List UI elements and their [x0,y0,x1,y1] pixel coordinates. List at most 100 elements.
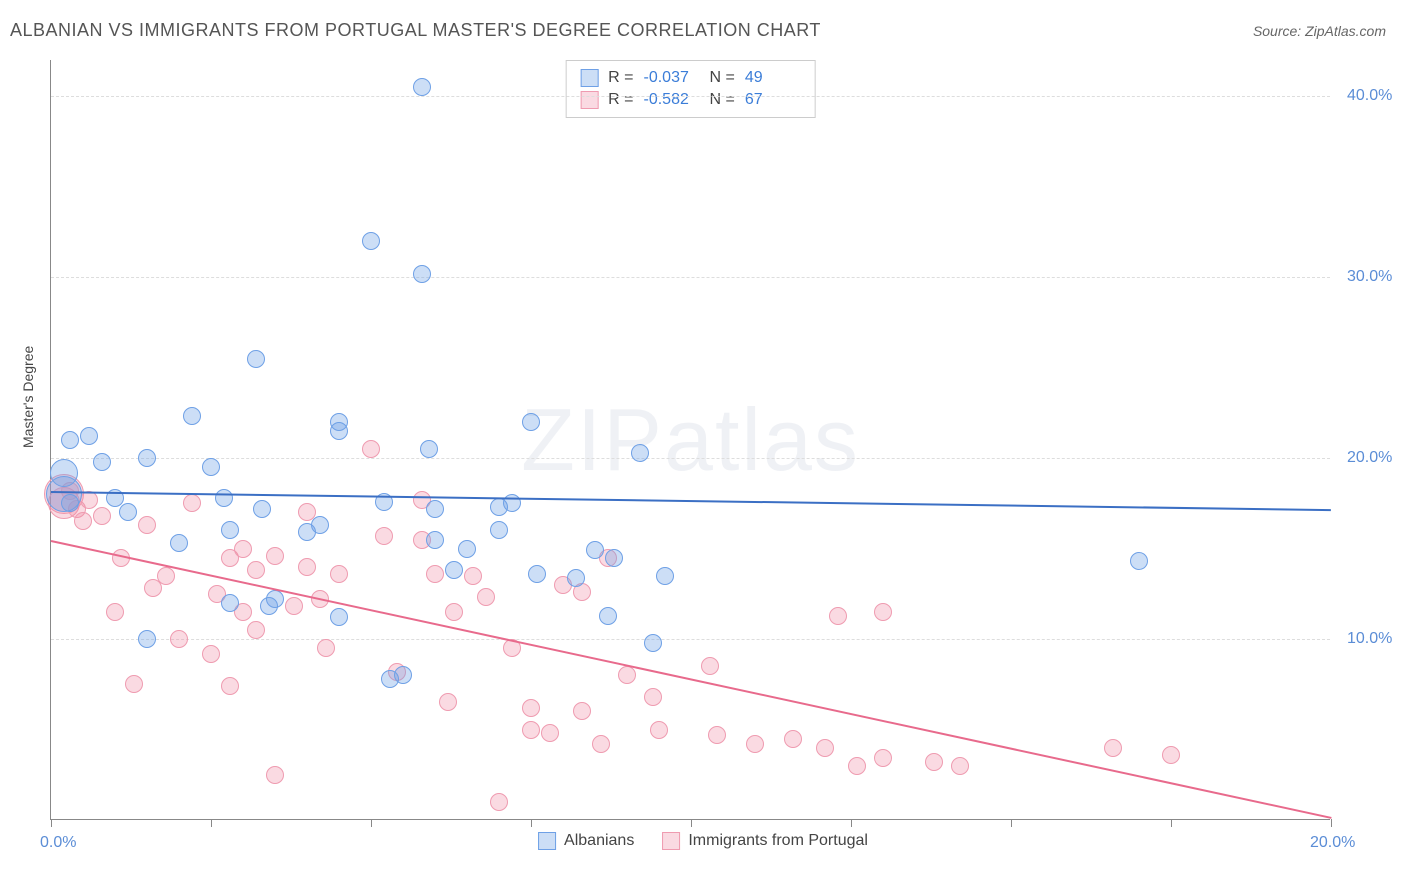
x-tick [531,819,532,827]
stats-row-albanians: R = -0.037 N = 49 [580,67,801,89]
r-label: R = [608,91,633,109]
data-point-albanians [420,440,438,458]
data-point-albanians [330,608,348,626]
data-point-portugal [925,753,943,771]
r-label: R = [608,69,633,87]
swatch-albanians [580,69,598,87]
chart-title: ALBANIAN VS IMMIGRANTS FROM PORTUGAL MAS… [10,20,821,41]
data-point-portugal [708,726,726,744]
data-point-portugal [644,688,662,706]
data-point-portugal [234,540,252,558]
legend-label-portugal: Immigrants from Portugal [688,832,868,850]
data-point-portugal [541,724,559,742]
gridline [51,277,1330,278]
data-point-portugal [1104,739,1122,757]
data-point-portugal [618,666,636,684]
data-point-portugal [247,561,265,579]
data-point-portugal [746,735,764,753]
data-point-albanians [170,534,188,552]
data-point-albanians [490,521,508,539]
data-point-albanians [221,594,239,612]
data-point-albanians [93,453,111,471]
legend-item-portugal: Immigrants from Portugal [662,832,868,850]
n-value-albanians: 49 [745,69,801,87]
data-point-portugal [477,588,495,606]
data-point-portugal [247,621,265,639]
data-point-portugal [106,603,124,621]
data-point-albanians [445,561,463,579]
data-point-albanians [394,666,412,684]
watermark-a: ZIP [521,390,664,489]
data-point-portugal [170,630,188,648]
data-point-albanians [644,634,662,652]
watermark-b: atlas [664,390,860,489]
data-point-portugal [138,516,156,534]
y-tick-label: 40.0% [1347,87,1392,105]
data-point-portugal [183,494,201,512]
data-point-albanians [61,494,79,512]
data-point-albanians [215,489,233,507]
data-point-albanians [631,444,649,462]
n-label: N = [710,69,735,87]
data-point-albanians [458,540,476,558]
title-bar: ALBANIAN VS IMMIGRANTS FROM PORTUGAL MAS… [10,20,1386,41]
data-point-portugal [573,702,591,720]
data-point-portugal [298,558,316,576]
data-point-albanians [656,567,674,585]
data-point-portugal [592,735,610,753]
y-tick-label: 10.0% [1347,630,1392,648]
data-point-albanians [183,407,201,425]
data-point-portugal [221,677,239,695]
x-tick [1011,819,1012,827]
data-point-albanians [586,541,604,559]
data-point-albanians [247,350,265,368]
data-point-albanians [413,265,431,283]
y-axis-title: Master's Degree [20,346,36,448]
data-point-portugal [125,675,143,693]
data-point-albanians [426,500,444,518]
data-point-albanians [119,503,137,521]
data-point-albanians [1130,552,1148,570]
data-point-portugal [874,603,892,621]
data-point-portugal [490,793,508,811]
data-point-albanians [605,549,623,567]
data-point-portugal [829,607,847,625]
data-point-portugal [202,645,220,663]
data-point-albanians [599,607,617,625]
data-point-portugal [157,567,175,585]
x-tick [851,819,852,827]
data-point-portugal [701,657,719,675]
data-point-albanians [528,565,546,583]
legend-label-albanians: Albanians [564,832,634,850]
data-point-albanians [413,78,431,96]
data-point-portugal [951,757,969,775]
data-point-portugal [522,699,540,717]
data-point-albanians [567,569,585,587]
data-point-portugal [1162,746,1180,764]
data-point-portugal [375,527,393,545]
swatch-portugal [580,91,598,109]
data-point-albanians [426,531,444,549]
bottom-legend: Albanians Immigrants from Portugal [538,832,868,850]
gridline [51,639,1330,640]
data-point-albanians [138,630,156,648]
stats-row-portugal: R = -0.582 N = 67 [580,89,801,111]
x-tick [51,819,52,827]
data-point-portugal [439,693,457,711]
data-point-portugal [285,597,303,615]
data-point-albanians [61,431,79,449]
legend-item-albanians: Albanians [538,832,634,850]
x-tick-label: 20.0% [1310,834,1355,852]
data-point-albanians [330,413,348,431]
data-point-albanians [221,521,239,539]
data-point-albanians [362,232,380,250]
data-point-portugal [330,565,348,583]
x-tick [1171,819,1172,827]
n-label: N = [710,91,735,109]
x-tick [1331,819,1332,827]
stats-box: R = -0.037 N = 49 R = -0.582 N = 67 [565,60,816,118]
data-point-portugal [816,739,834,757]
r-value-portugal: -0.582 [644,91,700,109]
regression-line-portugal [51,540,1331,819]
data-point-portugal [362,440,380,458]
